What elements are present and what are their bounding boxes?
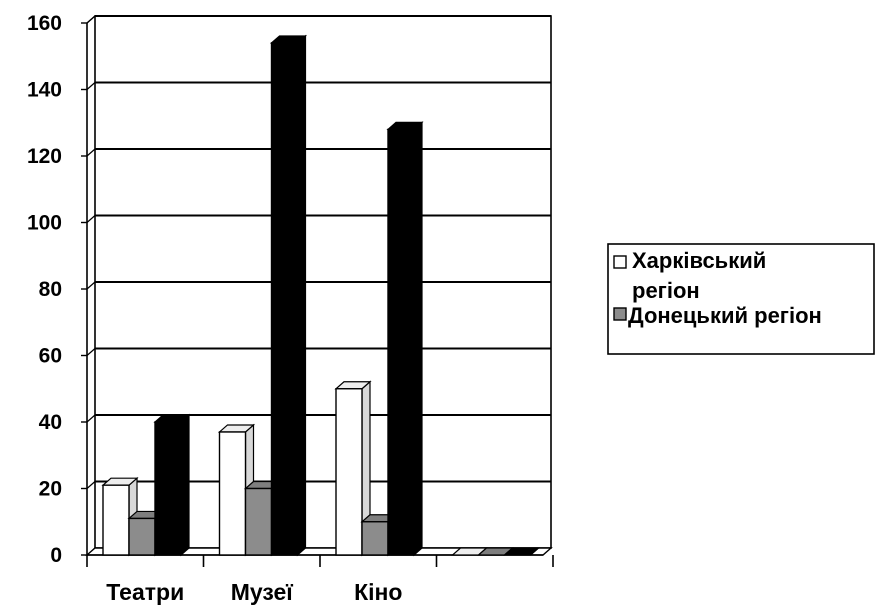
gridline-side (86, 481, 96, 489)
bar-front (270, 42, 299, 556)
bar-front (387, 128, 415, 556)
x-tick-label: Кіно (354, 579, 402, 605)
bar-front (128, 517, 156, 556)
x-tick-label: Музеї (231, 579, 294, 605)
y-tick-label: 140 (27, 79, 62, 102)
gridline-side (86, 148, 96, 157)
bar-front (244, 487, 273, 556)
y-tick-label: 40 (39, 411, 62, 434)
bar (153, 413, 191, 557)
bar-front (335, 388, 363, 556)
legend-swatch-series-1 (613, 255, 627, 269)
gridline-side (86, 281, 96, 290)
x-tick-label: Театри (106, 579, 184, 605)
bars (101, 34, 541, 557)
legend-label-series-1-line-2: регіон (632, 278, 700, 303)
bar-top (502, 547, 541, 556)
legend-box (607, 243, 875, 355)
bar-side (413, 121, 423, 557)
y-tick-label: 80 (39, 278, 62, 301)
bar (502, 547, 541, 556)
legend-label-series-1: Харківський (632, 248, 766, 273)
tick-labels: 0 20 40 60 80 100 120 140 160 Театри Музеї Кіно (27, 12, 402, 605)
bar (269, 34, 308, 557)
y-tick-label: 120 (27, 145, 62, 168)
gridline-side (86, 215, 96, 223)
bar-front (102, 484, 130, 556)
y-tick-label: 60 (39, 345, 62, 368)
gridline-side (86, 414, 96, 423)
bar (386, 121, 424, 557)
y-tick-label: 20 (39, 478, 62, 501)
legend-label-series-2: Донецький регіон (628, 303, 822, 328)
gridline-side (86, 348, 96, 356)
gridline-side (86, 82, 96, 90)
bar (334, 380, 372, 557)
y-tick-label: 100 (27, 212, 62, 235)
bar-front (218, 431, 247, 556)
y-axis-top (86, 15, 96, 24)
bar-side (180, 413, 190, 557)
legend-swatch-series-2 (613, 307, 627, 321)
bar-front (154, 421, 182, 556)
y-tick-label: 0 (50, 544, 62, 567)
bar-side (296, 34, 307, 557)
bar-front (361, 521, 389, 556)
y-tick-label: 160 (27, 12, 62, 35)
legend: Харківський регіон Донецький регіон (607, 243, 875, 355)
